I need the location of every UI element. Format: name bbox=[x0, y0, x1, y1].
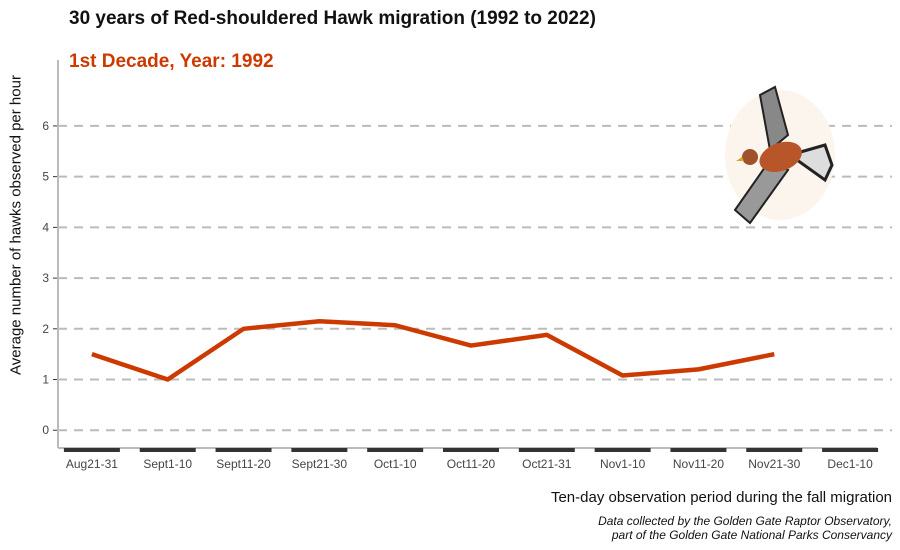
x-tick-label: Nov11-20 bbox=[673, 457, 724, 471]
y-tick-label: 3 bbox=[42, 271, 49, 285]
x-tick-bar bbox=[63, 448, 120, 452]
x-tick-label: Oct1-10 bbox=[374, 457, 417, 471]
data-line bbox=[91, 318, 775, 382]
x-tick-label: Nov21-30 bbox=[748, 457, 800, 471]
x-tick-bar bbox=[670, 448, 727, 452]
x-tick-label: Aug21-31 bbox=[66, 457, 118, 471]
x-tick-bar bbox=[215, 448, 272, 452]
x-tick-bar bbox=[367, 448, 424, 452]
x-tick-bar bbox=[822, 448, 879, 452]
x-tick-bar bbox=[746, 448, 803, 452]
caption-line-2: part of the Golden Gate National Parks C… bbox=[611, 528, 892, 542]
x-tick-label: Oct11-20 bbox=[447, 457, 496, 471]
x-tick-label: Oct21-31 bbox=[522, 457, 572, 471]
x-axis-label: Ten-day observation period during the fa… bbox=[550, 489, 892, 506]
x-tick-bar bbox=[443, 448, 499, 452]
chart-subtitle: 1st Decade, Year: 1992 bbox=[69, 51, 274, 72]
y-tick-label: 6 bbox=[42, 119, 49, 133]
x-tick-bar bbox=[291, 448, 348, 452]
x-tick-label: Sept21-30 bbox=[292, 457, 348, 471]
x-tick-label: Dec1-10 bbox=[827, 457, 873, 471]
x-tick-bar bbox=[139, 448, 196, 452]
x-tick-label: Sept1-10 bbox=[143, 457, 192, 471]
y-tick-label: 2 bbox=[42, 322, 49, 336]
caption: Data collected by the Golden Gate Raptor… bbox=[598, 514, 892, 542]
chart-title: 30 years of Red-shouldered Hawk migratio… bbox=[69, 8, 596, 29]
caption-line-1: Data collected by the Golden Gate Raptor… bbox=[598, 514, 892, 528]
x-tick-label: Sept11-20 bbox=[216, 457, 271, 471]
x-tick-bar bbox=[518, 448, 575, 452]
x-tick-label: Nov1-10 bbox=[600, 457, 646, 471]
y-tick-label: 1 bbox=[42, 373, 49, 387]
y-tick-label: 4 bbox=[42, 220, 49, 234]
hawk-image bbox=[725, 85, 835, 225]
y-tick-label: 0 bbox=[42, 423, 49, 437]
x-tick-bar bbox=[594, 448, 651, 452]
y-tick-label: 5 bbox=[42, 170, 49, 184]
